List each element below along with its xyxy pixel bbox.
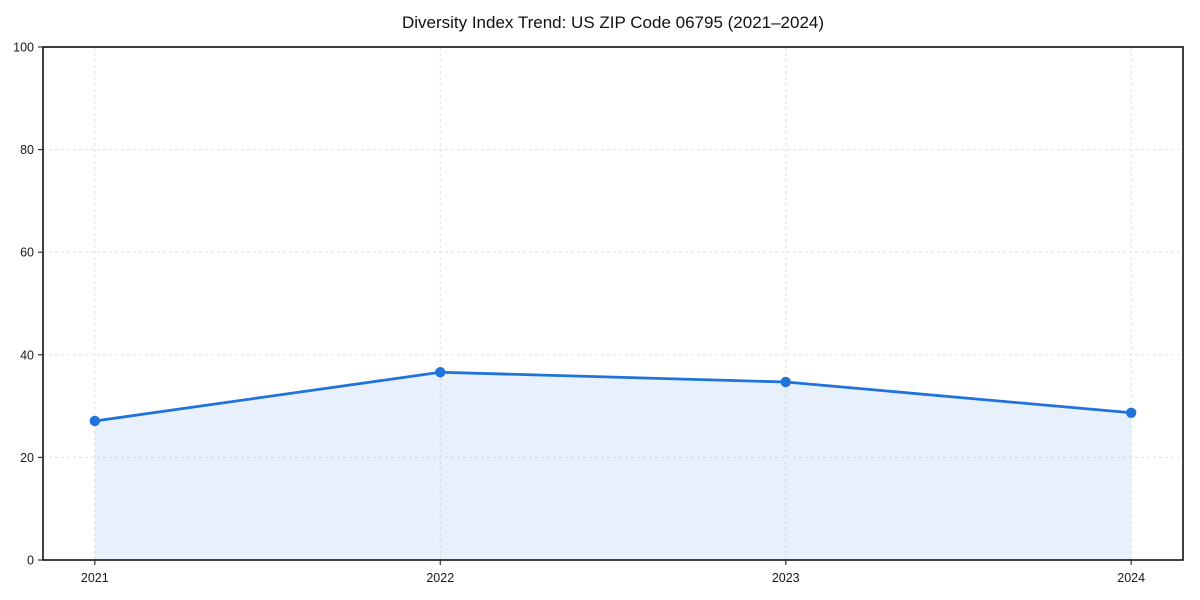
y-tick-label: 100 [13, 41, 34, 55]
plot-border [42, 46, 1184, 561]
area-fill [94, 372, 1132, 560]
x-tick-label: 2022 [426, 571, 454, 585]
data-point-2023 [780, 376, 791, 388]
data-point-2022 [435, 367, 446, 378]
y-tick-label: 20 [20, 451, 34, 465]
data-point-2024 [1125, 407, 1137, 418]
x-tick-label: 2024 [1117, 571, 1145, 585]
y-tick-label: 80 [20, 143, 34, 157]
y-tick-label: 60 [20, 246, 34, 260]
y-tick-label: 40 [20, 348, 34, 362]
x-tick-label: 2021 [81, 571, 109, 585]
data-point-2021 [89, 415, 101, 427]
trend-line [93, 370, 1133, 423]
chart-title: Diversity Index Trend: US ZIP Code 06795… [401, 13, 825, 32]
x-tick-label: 2023 [772, 571, 800, 585]
y-tick-label: 0 [27, 554, 34, 568]
